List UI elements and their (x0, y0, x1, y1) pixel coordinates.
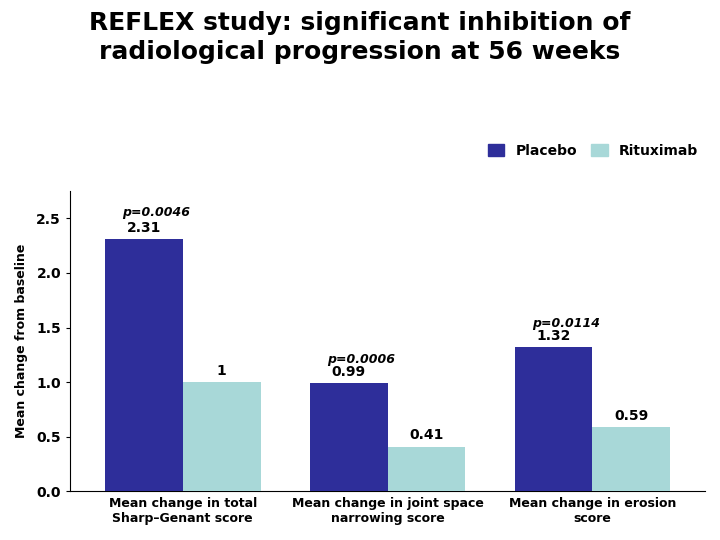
Bar (593, 427, 670, 491)
Text: 0.99: 0.99 (332, 365, 366, 379)
Y-axis label: Mean change from baseline: Mean change from baseline (15, 244, 28, 438)
Text: 0.59: 0.59 (614, 409, 649, 423)
Text: p=0.0046: p=0.0046 (122, 206, 190, 219)
Legend: Placebo, Rituximab: Placebo, Rituximab (487, 144, 698, 158)
Bar (387, 447, 465, 491)
Text: 1: 1 (217, 364, 227, 378)
Bar (310, 383, 387, 491)
Bar (515, 347, 593, 491)
Bar (105, 239, 183, 491)
Text: 2.31: 2.31 (127, 221, 161, 234)
Text: REFLEX study: significant inhibition of
radiological progression at 56 weeks: REFLEX study: significant inhibition of … (89, 11, 631, 64)
Text: 0.41: 0.41 (409, 428, 444, 442)
Text: p=0.0006: p=0.0006 (327, 353, 395, 366)
Text: p=0.0114: p=0.0114 (532, 316, 600, 330)
Bar (183, 382, 261, 491)
Text: 1.32: 1.32 (536, 329, 571, 343)
